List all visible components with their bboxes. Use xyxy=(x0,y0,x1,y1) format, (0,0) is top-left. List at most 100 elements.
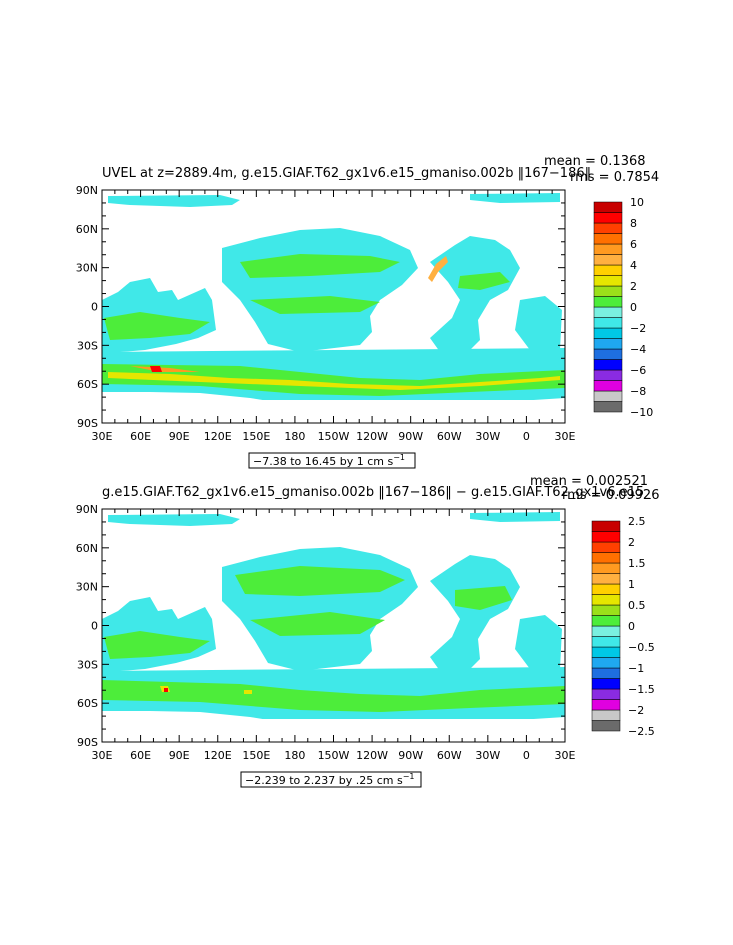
ocean-arctic-1 xyxy=(108,195,240,207)
ocean-atlantic-east-2 xyxy=(515,615,562,669)
x-tick-label: 150E xyxy=(242,749,270,762)
y-tick-label: 60N xyxy=(76,542,98,555)
x-tick-label: 30E xyxy=(555,749,576,762)
colorbar-label: −1.5 xyxy=(628,683,655,696)
axis-ticks-1: 30E 60E 90E 120E 150E 180 150W 120W 90W 60W 30W 0 30… xyxy=(76,184,576,443)
colorbar-label: −8 xyxy=(630,385,646,398)
ocean-indian-green-1 xyxy=(104,312,210,340)
ocean-southern-green-1 xyxy=(102,364,565,396)
chart-title-2: g.e15.GIAF.T62_gx1v6.e15_gmaniso.002b ‖1… xyxy=(102,485,651,500)
x-tick-label: 90E xyxy=(169,430,190,443)
colorbar-swatch xyxy=(591,709,621,721)
colorbar-label: 0 xyxy=(628,620,635,633)
x-tick-label: 120E xyxy=(204,430,232,443)
colorbar-label: −2 xyxy=(628,704,644,717)
ocean-indian-green-2 xyxy=(104,631,210,659)
x-tick-label: 60E xyxy=(130,430,151,443)
y-tick-label: 30N xyxy=(76,581,98,594)
x-tick-label: 30E xyxy=(92,749,113,762)
colorbar-swatch xyxy=(591,552,621,564)
colorbar-swatch xyxy=(593,369,623,381)
ocean-southern-yellow-3 xyxy=(244,690,252,694)
colorbar-label: −4 xyxy=(630,343,646,356)
colorbar-label: −1 xyxy=(628,662,644,675)
colorbar-swatch xyxy=(591,657,621,669)
x-tick-label: 150W xyxy=(318,749,350,762)
colorbar-label: 10 xyxy=(630,196,644,209)
x-tick-label: 180 xyxy=(284,430,305,443)
colorbar-1: 10 8 6 4 2 0 −2 −4 −6 −8 −10 xyxy=(593,196,653,419)
ocean-southern-green-2 xyxy=(102,680,565,712)
panel-2: g.e15.GIAF.T62_gx1v6.e15_gmaniso.002b ‖1… xyxy=(76,474,659,788)
colorbar-swatch xyxy=(593,401,623,413)
colorbar-swatch xyxy=(593,222,623,234)
ocean-arctic-east-2 xyxy=(470,512,560,522)
colorbar-swatch xyxy=(591,594,621,606)
rms-label-2: rms = 0.09926 xyxy=(562,488,659,503)
colorbar-swatch xyxy=(591,573,621,585)
colorbar-swatch xyxy=(593,338,623,350)
ocean-arctic-east-1 xyxy=(470,193,560,203)
colorbar-swatch xyxy=(593,212,623,224)
colorbar-swatch xyxy=(593,327,623,339)
colorbar-swatch xyxy=(593,201,623,213)
panel-1: UVEL at z=2889.4m, g.e15.GIAF.T62_gx1v6.… xyxy=(76,154,659,469)
colorbar-2: 2.5 2 1.5 1 0.5 0 −0.5 −1 −1.5 −2 −2.5 xyxy=(591,515,655,738)
mean-label-1: mean = 0.1368 xyxy=(544,154,646,169)
colorbar-label: −2.5 xyxy=(628,725,655,738)
axis-ticks-2: 30E 60E 90E 120E 150E 180 150W 120W 90W 60W 30W 0 30… xyxy=(76,503,576,762)
x-tick-label: 120E xyxy=(204,749,232,762)
colorbar-label: 0.5 xyxy=(628,599,646,612)
x-tick-label: 30W xyxy=(475,749,500,762)
colorbar-label: 1 xyxy=(628,578,635,591)
x-tick-label: 30E xyxy=(92,430,113,443)
map-2 xyxy=(102,509,565,742)
colorbar-swatch xyxy=(593,317,623,329)
y-tick-label: 90S xyxy=(77,417,98,430)
colorbar-label: 2 xyxy=(628,536,635,549)
colorbar-swatch xyxy=(591,541,621,553)
colorbar-label: −2 xyxy=(630,322,646,335)
map-1 xyxy=(102,190,565,423)
colorbar-label: 2 xyxy=(630,280,637,293)
colorbar-swatch xyxy=(591,604,621,616)
range-box-1 xyxy=(248,452,416,469)
ocean-southern-red-1 xyxy=(150,366,162,372)
x-tick-label: 30E xyxy=(555,430,576,443)
colorbar-swatch xyxy=(591,615,621,627)
colorbar-swatch xyxy=(593,264,623,276)
colorbar-swatch xyxy=(591,636,621,648)
colorbar-swatch xyxy=(591,625,621,637)
colorbar-swatch xyxy=(593,380,623,392)
colorbar-swatch xyxy=(591,667,621,679)
x-tick-label: 90W xyxy=(398,430,423,443)
ocean-pacific-green-4 xyxy=(250,612,385,636)
colorbar-label: −0.5 xyxy=(628,641,655,654)
colorbar-swatch xyxy=(593,306,623,318)
gulf-stream-1 xyxy=(428,256,448,282)
ocean-atlantic-2 xyxy=(430,555,520,671)
colorbar-swatch xyxy=(591,562,621,574)
ocean-pacific-green-3 xyxy=(235,566,405,596)
ocean-pacific-green-1 xyxy=(240,254,400,278)
colorbar-swatch xyxy=(591,688,621,700)
x-tick-label: 120W xyxy=(356,749,388,762)
y-tick-label: 90N xyxy=(76,503,98,516)
colorbar-label: 8 xyxy=(630,217,637,230)
colorbar-swatch xyxy=(593,348,623,360)
colorbar-label: −6 xyxy=(630,364,646,377)
colorbar-label: 2.5 xyxy=(628,515,646,528)
y-tick-label: 60N xyxy=(76,223,98,236)
x-tick-label: 180 xyxy=(284,749,305,762)
y-tick-label: 30N xyxy=(76,262,98,275)
range-box-2 xyxy=(240,771,422,788)
colorbar-swatch xyxy=(593,359,623,371)
y-tick-label: 60S xyxy=(77,697,98,710)
ocean-arctic-2 xyxy=(108,514,240,526)
y-tick-label: 90S xyxy=(77,736,98,749)
colorbar-swatch xyxy=(593,275,623,287)
colorbar-label: 1.5 xyxy=(628,557,646,570)
x-tick-label: 150E xyxy=(242,430,270,443)
x-tick-label: 0 xyxy=(523,749,530,762)
y-tick-label: 60S xyxy=(77,378,98,391)
